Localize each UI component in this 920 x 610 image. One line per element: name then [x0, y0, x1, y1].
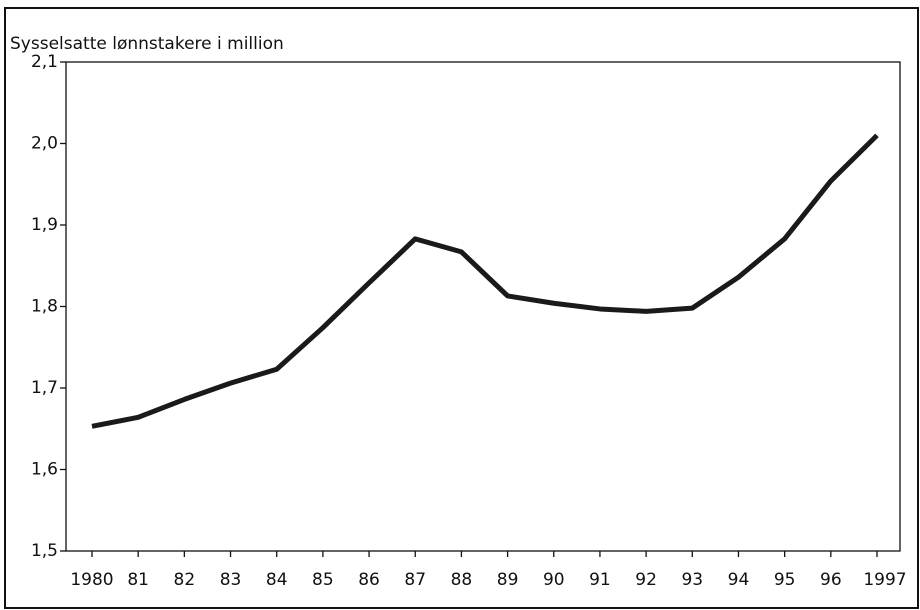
x-tick-label: 93 [681, 570, 703, 590]
x-tick-label: 82 [174, 570, 196, 590]
chart-frame [4, 7, 919, 609]
x-tick-label: 96 [820, 570, 842, 590]
x-tick-label: 81 [127, 570, 149, 590]
x-tick-label: 95 [774, 570, 796, 590]
x-tick-label: 91 [589, 570, 611, 590]
y-tick-label: 1,7 [31, 378, 58, 398]
data-line [91, 133, 879, 429]
y-axis-label: Sysselsatte lønnstakere i million [10, 34, 284, 54]
x-tick-label: 94 [728, 570, 750, 590]
y-tick-label: 1,8 [31, 297, 58, 317]
y-tick-label: 2,0 [31, 134, 58, 154]
x-tick-label: 90 [543, 570, 565, 590]
x-tick-label: 83 [220, 570, 242, 590]
y-tick-label: 2,1 [31, 52, 58, 72]
y-tick-label: 1,6 [31, 460, 58, 480]
plot-frame [65, 61, 901, 552]
x-tick-label: 1980 [70, 570, 113, 590]
y-tick-label: 1,5 [31, 541, 58, 561]
x-tick-label: 92 [635, 570, 657, 590]
x-tick-label: 86 [358, 570, 380, 590]
x-tick-label: 1997 [863, 570, 906, 590]
x-tick-label: 87 [404, 570, 426, 590]
x-tick-label: 89 [497, 570, 519, 590]
y-tick-label: 1,9 [31, 215, 58, 235]
x-tick-label: 85 [312, 570, 334, 590]
x-tick-label: 84 [266, 570, 288, 590]
x-tick-label: 88 [451, 570, 473, 590]
